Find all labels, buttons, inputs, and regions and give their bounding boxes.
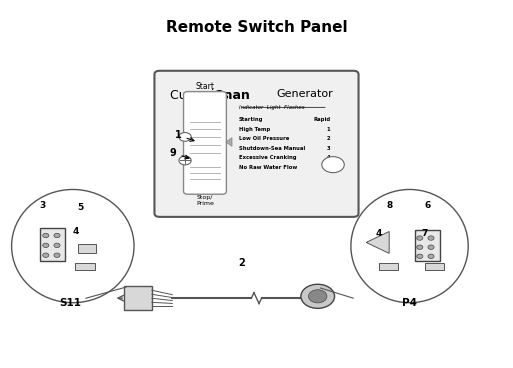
- FancyBboxPatch shape: [124, 286, 152, 310]
- Text: Indicator  Light  Flashes: Indicator Light Flashes: [239, 106, 304, 110]
- Circle shape: [54, 233, 60, 238]
- Text: No Raw Water Flow: No Raw Water Flow: [239, 164, 297, 170]
- Text: Onan: Onan: [213, 89, 250, 102]
- Circle shape: [428, 236, 434, 240]
- Circle shape: [428, 254, 434, 258]
- Text: 6: 6: [424, 201, 430, 210]
- Circle shape: [301, 284, 334, 308]
- FancyBboxPatch shape: [40, 228, 65, 261]
- Text: 4: 4: [327, 155, 330, 160]
- Circle shape: [179, 156, 191, 165]
- Text: Stop/
Prime: Stop/ Prime: [196, 195, 214, 206]
- Circle shape: [417, 254, 423, 258]
- Circle shape: [43, 253, 49, 257]
- Circle shape: [417, 245, 423, 250]
- Text: 1: 1: [327, 127, 330, 132]
- Text: 3: 3: [39, 201, 45, 210]
- Text: Shutdown-Sea Manual: Shutdown-Sea Manual: [239, 146, 305, 151]
- Text: Rapid: Rapid: [313, 117, 330, 122]
- Text: Start: Start: [195, 82, 214, 91]
- Text: S11: S11: [60, 298, 81, 308]
- FancyBboxPatch shape: [154, 71, 359, 217]
- Circle shape: [43, 233, 49, 238]
- Text: 3: 3: [327, 146, 330, 151]
- Text: 7: 7: [422, 229, 428, 238]
- Text: 1: 1: [175, 130, 194, 141]
- Text: Low Oil Pressure: Low Oil Pressure: [239, 136, 289, 141]
- Text: High Temp: High Temp: [239, 127, 270, 132]
- Text: 9: 9: [170, 148, 189, 159]
- Circle shape: [322, 157, 344, 173]
- Text: Generator: Generator: [277, 89, 333, 99]
- Polygon shape: [226, 138, 232, 146]
- FancyBboxPatch shape: [78, 244, 96, 254]
- Circle shape: [308, 290, 327, 303]
- Polygon shape: [366, 231, 389, 254]
- FancyBboxPatch shape: [75, 262, 95, 270]
- FancyBboxPatch shape: [415, 230, 440, 261]
- Text: 4: 4: [72, 227, 78, 236]
- Text: 5: 5: [77, 203, 84, 212]
- Text: Cummins: Cummins: [170, 89, 232, 102]
- Circle shape: [54, 253, 60, 257]
- Text: Remote Switch Panel: Remote Switch Panel: [166, 20, 347, 35]
- FancyBboxPatch shape: [184, 92, 226, 194]
- Circle shape: [417, 236, 423, 240]
- Circle shape: [428, 245, 434, 250]
- Text: P4: P4: [402, 298, 417, 308]
- Ellipse shape: [12, 190, 134, 303]
- Text: 2: 2: [327, 136, 330, 141]
- Text: Starting: Starting: [239, 117, 263, 122]
- Text: 8: 8: [386, 201, 392, 210]
- FancyBboxPatch shape: [425, 263, 444, 270]
- Circle shape: [54, 243, 60, 248]
- Ellipse shape: [351, 190, 468, 303]
- Circle shape: [43, 243, 49, 248]
- Text: 4: 4: [376, 229, 382, 238]
- Text: 2: 2: [238, 258, 245, 268]
- Circle shape: [179, 132, 191, 141]
- Text: Excessive Cranking: Excessive Cranking: [239, 155, 296, 160]
- FancyBboxPatch shape: [379, 263, 398, 270]
- Text: 7: 7: [327, 164, 330, 170]
